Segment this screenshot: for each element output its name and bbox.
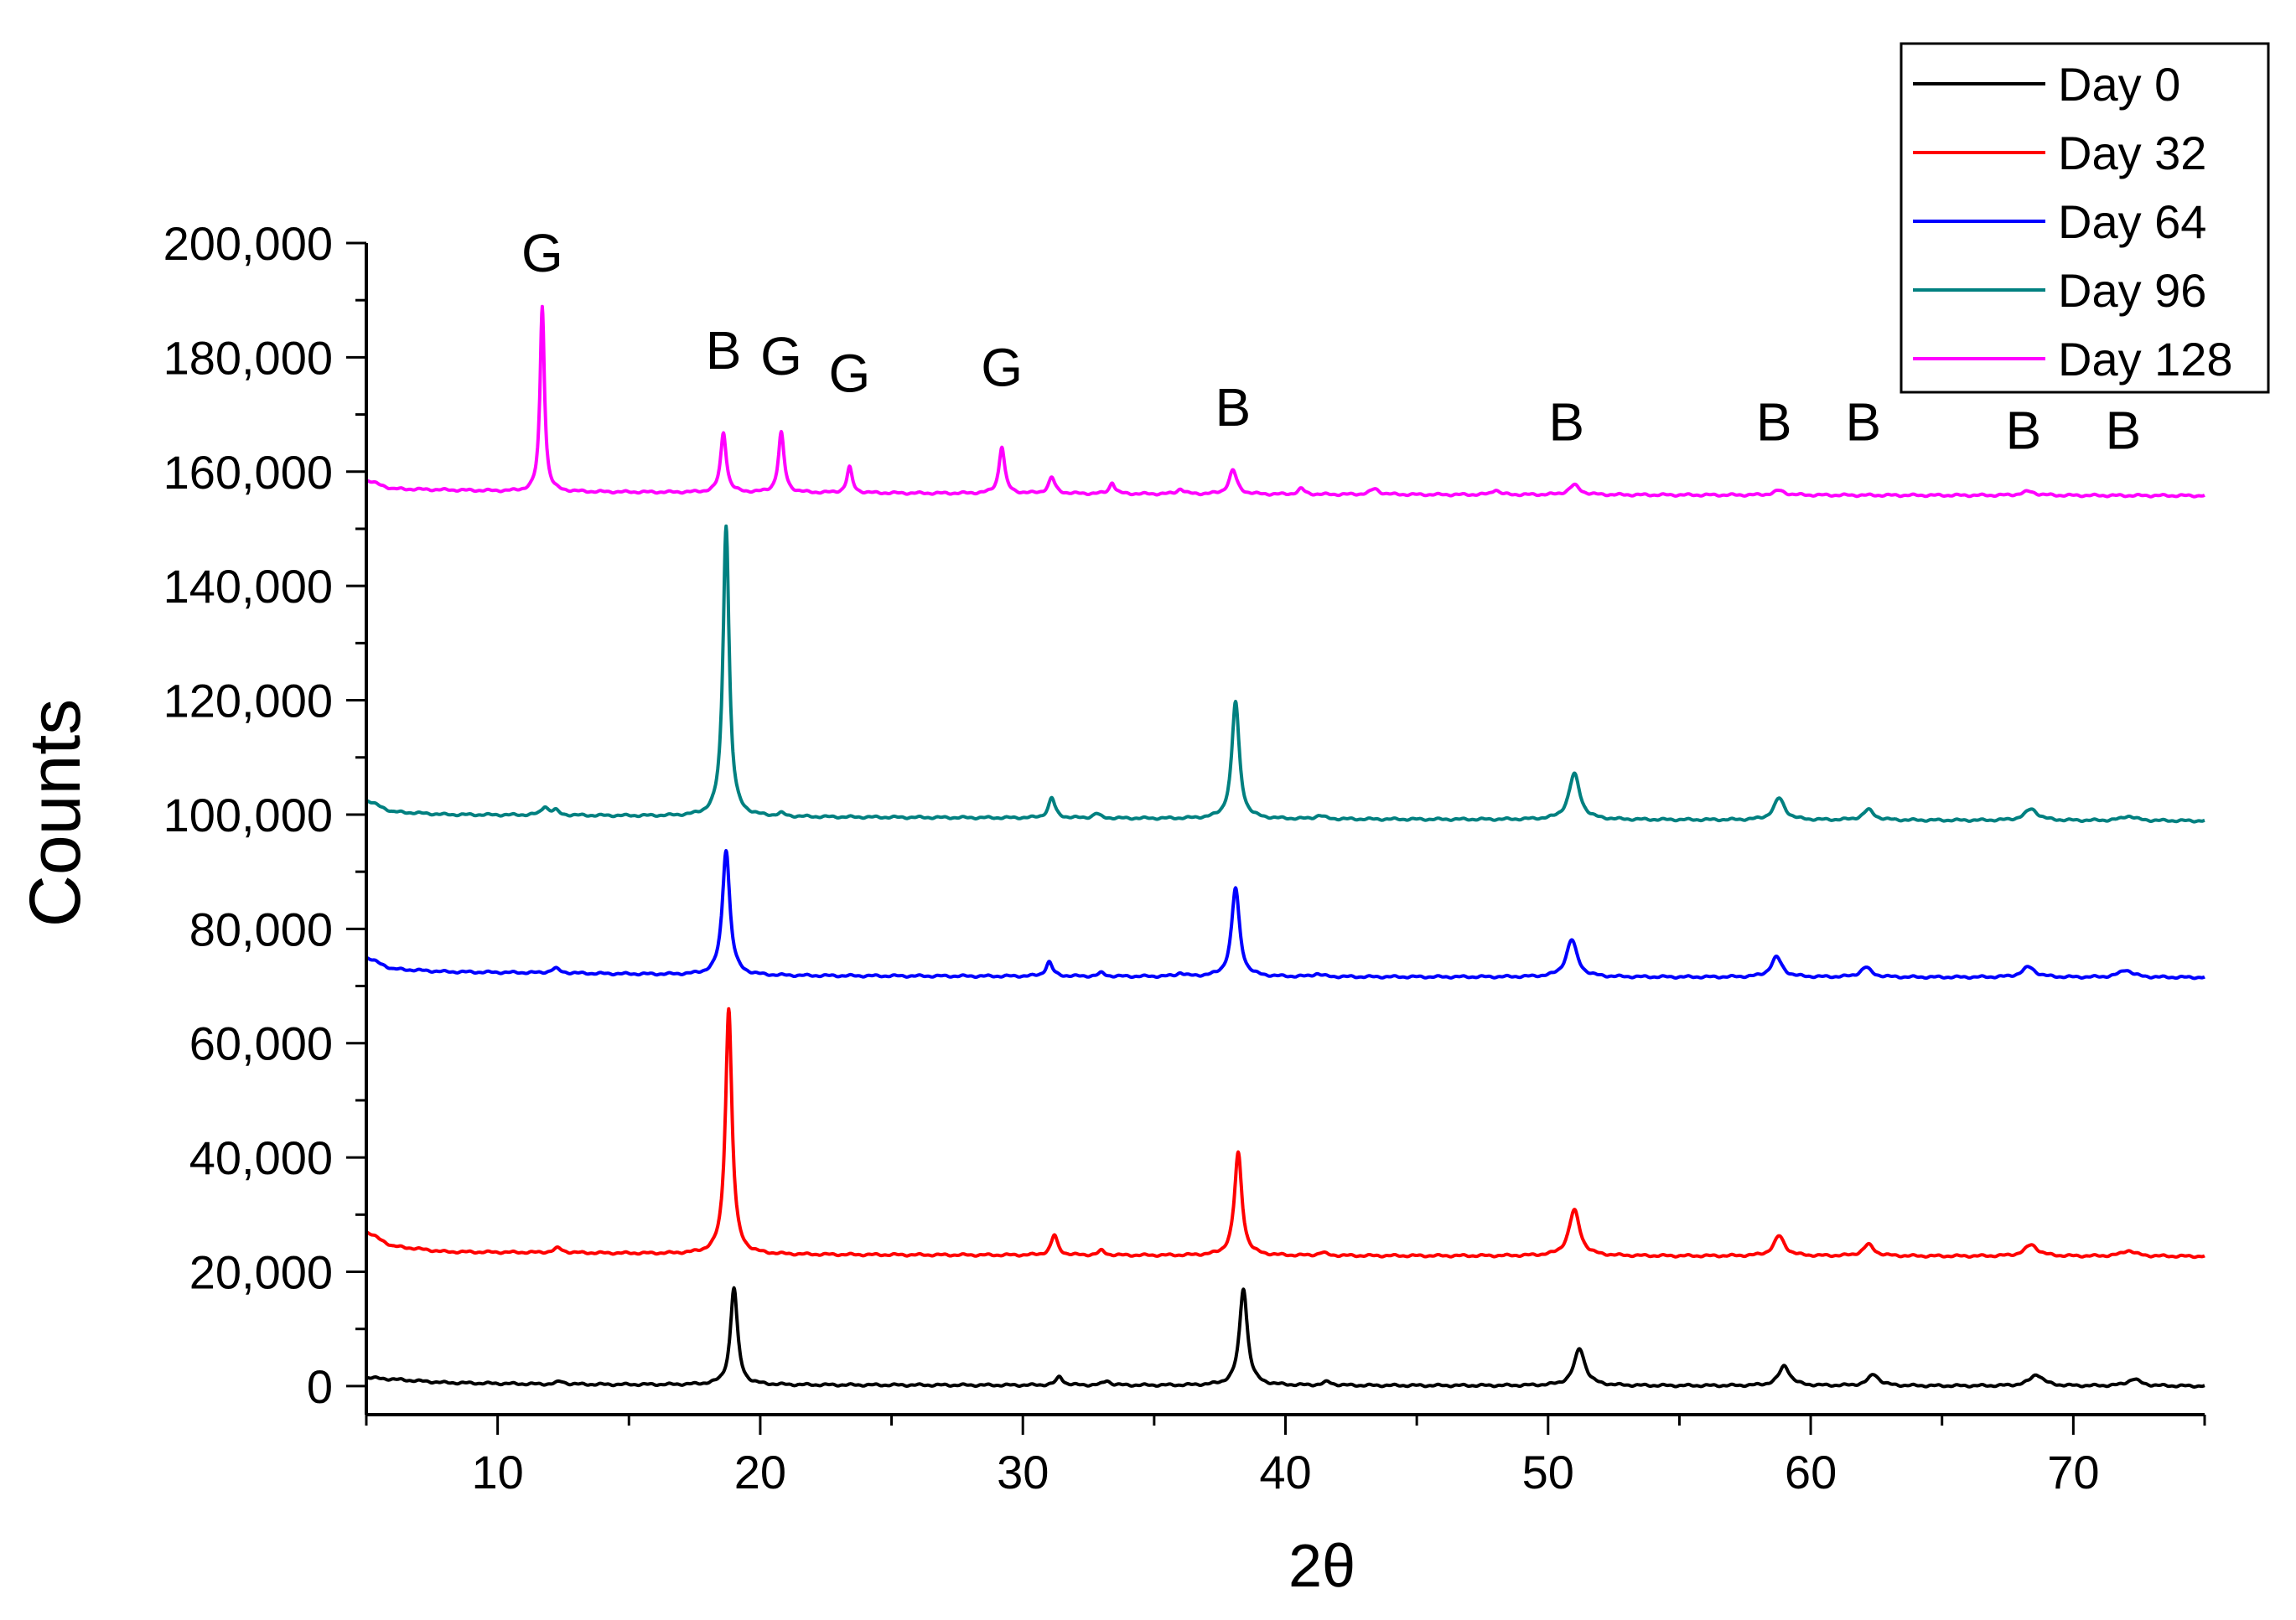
peak-label: B: [2005, 401, 2041, 461]
peak-label: B: [2106, 401, 2142, 461]
legend-label-day-128: Day 128: [2058, 333, 2233, 386]
peak-label: B: [1756, 391, 1792, 452]
axes: 0 20,000 40,000 60,000 80,000 100,000 120,000 1…: [163, 217, 2206, 1498]
peak-label: B: [1215, 377, 1251, 437]
y-tick-label: 180,000: [163, 331, 333, 384]
legend-label-day-64: Day 64: [2058, 195, 2206, 248]
peak-label: G: [521, 223, 563, 283]
legend-label-day-96: Day 96: [2058, 264, 2206, 317]
x-tick-label: 20: [734, 1446, 786, 1498]
legend-label-day-0: Day 0: [2058, 58, 2180, 111]
x-axis-title: 2θ: [1288, 1533, 1355, 1600]
y-tick-label: 160,000: [163, 446, 333, 499]
legend-label-day-32: Day 32: [2058, 127, 2206, 179]
y-tick-label: 60,000: [189, 1017, 333, 1070]
series-line-day-128: [365, 304, 2206, 499]
x-tick-label: 60: [1785, 1446, 1837, 1498]
y-axis-ticks: 0 20,000 40,000 60,000 80,000 100,000 120,000 1…: [163, 217, 366, 1413]
x-axis-ticks: 10 20 30 40 50 60 70: [365, 1415, 2206, 1498]
y-tick-label: 0: [307, 1360, 333, 1413]
legend: Day 0 Day 32 Day 64 Day 96 Day 128: [1900, 42, 2270, 394]
peak-label: G: [829, 343, 871, 403]
x-tick-label: 30: [997, 1446, 1049, 1498]
series-line-day-32: [365, 1007, 2206, 1260]
y-tick-label: 120,000: [163, 675, 333, 727]
y-tick-label: 80,000: [189, 903, 333, 955]
x-tick-label: 40: [1259, 1446, 1311, 1498]
x-tick-label: 70: [2047, 1446, 2099, 1498]
x-tick-label: 50: [1522, 1446, 1574, 1498]
y-tick-label: 200,000: [163, 217, 333, 270]
peak-annotations: GB G G GB B B B B B: [521, 223, 2141, 460]
series-line-day-64: [365, 849, 2206, 981]
series-line-day-96: [365, 524, 2206, 824]
x-tick-label: 10: [471, 1446, 523, 1498]
legend-box: [1900, 42, 2270, 394]
y-tick-label: 100,000: [163, 789, 333, 841]
y-tick-label: 140,000: [163, 560, 333, 613]
peak-label: B: [706, 320, 742, 380]
y-tick-label: 20,000: [189, 1246, 333, 1299]
peak-label: B: [1845, 391, 1881, 452]
peak-label: B: [1548, 391, 1584, 452]
series-line-day-0: [365, 1286, 2206, 1389]
y-tick-label: 40,000: [189, 1131, 333, 1184]
series-layer: [365, 304, 2206, 1389]
peak-label: G: [981, 337, 1023, 397]
peak-label: G: [760, 326, 802, 386]
y-axis-title: Counts: [15, 699, 96, 928]
